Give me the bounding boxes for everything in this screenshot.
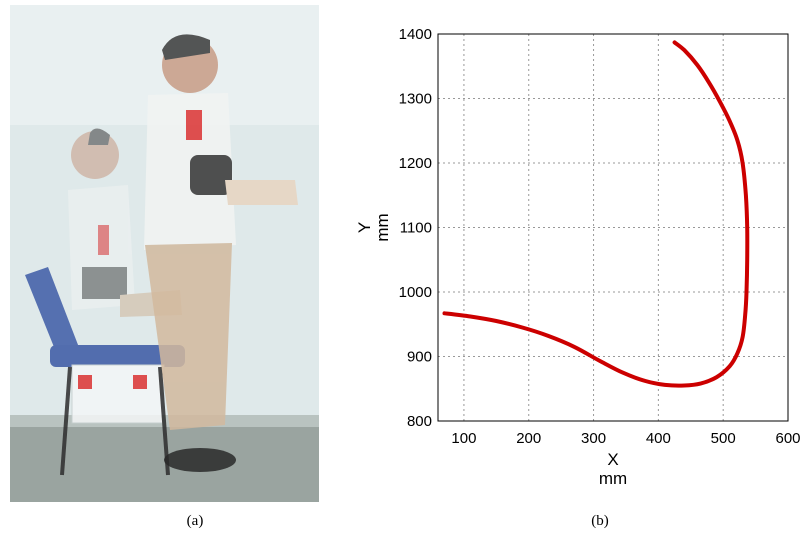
caption-a: (a) [165, 513, 225, 530]
x-tick-label-3: 400 [646, 430, 671, 447]
y-tick-label-2: 1000 [399, 284, 432, 301]
x-tick-label-5: 600 [775, 430, 800, 447]
y-tick-label-3: 1100 [400, 220, 432, 237]
y-tick-label-6: 1400 [399, 26, 432, 43]
caption-b: (b) [570, 513, 630, 530]
sit-to-stand-photo [10, 5, 319, 502]
y-tick-labels: 800 900 1000 1100 1200 1300 1400 [399, 26, 432, 430]
y-tick-label-5: 1300 [399, 91, 432, 108]
chart-svg: 100 200 300 400 500 600 800 900 1000 1100 1200 130… [320, 0, 809, 505]
photo-illustration [10, 5, 319, 502]
y-axis-label: Y [355, 222, 374, 233]
x-tick-label-0: 100 [451, 430, 476, 447]
chart-grid [438, 34, 788, 421]
x-axis-unit: mm [599, 469, 627, 488]
x-tick-labels: 100 200 300 400 500 600 [451, 430, 800, 447]
y-tick-label-0: 800 [407, 413, 432, 430]
x-tick-label-4: 500 [711, 430, 736, 447]
trajectory-line [445, 42, 748, 385]
x-axis-label: X [607, 450, 618, 469]
y-axis-unit: mm [373, 213, 392, 241]
trajectory-chart: 100 200 300 400 500 600 800 900 1000 1100 1200 130… [320, 0, 809, 505]
y-tick-label-1: 900 [407, 349, 432, 366]
x-tick-label-1: 200 [516, 430, 541, 447]
x-tick-label-2: 300 [581, 430, 606, 447]
y-tick-label-4: 1200 [399, 155, 432, 172]
